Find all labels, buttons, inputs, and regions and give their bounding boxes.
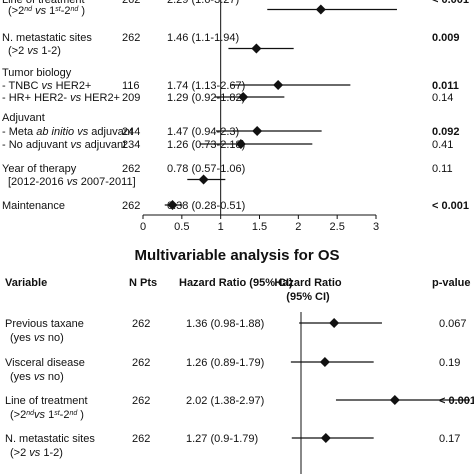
variable-sublabel: (>2 vs 1-2) (8, 45, 61, 57)
n-value: 262 (122, 200, 140, 212)
variable-label: - TNBC vs HER2+ (2, 80, 91, 92)
n-value: 116 (122, 80, 140, 92)
header-hr-ci: Hazard Ratio (95% CI) (179, 277, 293, 289)
variable-sublabel: (yes vs no) (10, 332, 64, 344)
variable-sublabel: (>2ndvs 1st-2nd ) (10, 409, 84, 421)
n-value: 262 (132, 318, 150, 330)
x-tick-label-1: 1 (218, 221, 224, 233)
p-value: 0.067 (439, 318, 467, 330)
variable-label: Year of therapy (2, 163, 77, 175)
p-value: 0.092 (432, 126, 460, 138)
p-value: < 0.001 (432, 0, 469, 6)
hr-point (329, 318, 340, 328)
group-label: Tumor biology (2, 67, 72, 79)
header-pvalue: p-value (432, 277, 471, 289)
hr-point (238, 92, 249, 102)
panel-title: Multivariable analysis for OS (134, 247, 339, 264)
hr-point (315, 4, 326, 15)
hr-ci-text: 0.38 (0.28-0.51) (167, 200, 245, 212)
hr-ci-text: 2.29 (1.6-3.27) (167, 0, 239, 6)
variable-label: Line of treatment (2, 0, 85, 6)
variable-label: N. metastatic sites (2, 32, 92, 44)
hr-ci-text: 1.36 (0.98-1.88) (186, 318, 264, 330)
n-value: 262 (122, 163, 140, 175)
x-tick-label-1: 0 (140, 221, 146, 233)
variable-label: - Meta ab initio vs adjuvant (2, 126, 133, 138)
hr-ci-text: 1.26 (0.89-1.79) (186, 357, 264, 369)
hr-point (235, 139, 246, 149)
p-value: < 0.001 (439, 395, 474, 407)
variable-label: Visceral disease (5, 357, 85, 369)
n-value: 209 (122, 92, 140, 104)
variable-sublabel: (>2nd vs 1st-2nd ) (8, 5, 85, 17)
p-value: 0.19 (439, 357, 460, 369)
hr-ci-text: 1.26 (0.73-2.18) (167, 139, 245, 151)
n-value: 234 (122, 139, 140, 151)
header-hr-plot-2: (95% CI) (286, 291, 330, 303)
hr-ci-text: 1.47 (0.94-2.3) (167, 126, 239, 138)
hr-ci-text: 0.78 (0.57-1.06) (167, 163, 245, 175)
x-tick-label-1: 3 (373, 221, 379, 233)
variable-label: - No adjuvant vs adjuvant (2, 139, 126, 151)
n-value: 262 (132, 357, 150, 369)
hr-point (320, 433, 331, 443)
hr-point (251, 43, 262, 54)
variable-label: Previous taxane (5, 318, 84, 330)
hr-point (198, 174, 209, 185)
n-value: 262 (122, 32, 140, 44)
variable-label: Line of treatment (5, 395, 88, 407)
p-value: 0.11 (432, 163, 453, 175)
header-npts: N Pts (129, 277, 157, 289)
x-tick-label-1: 2.5 (330, 221, 345, 233)
variable-label: Maintenance (2, 200, 65, 212)
variable-sublabel: (yes vs no) (10, 371, 64, 383)
header-hr-plot-1: Hazard Ratio (274, 277, 342, 289)
p-value: 0.011 (432, 80, 459, 92)
n-value: 262 (122, 0, 140, 6)
x-tick-label-1: 2 (295, 221, 301, 233)
variable-sublabel: [2012-2016 vs 2007-2011] (8, 176, 136, 188)
header-variable: Variable (5, 277, 47, 289)
x-tick-label-1: 0.5 (174, 221, 189, 233)
hr-point (389, 395, 400, 405)
hr-ci-text: 1.74 (1.13-2.67) (167, 80, 245, 92)
hr-point (252, 126, 263, 136)
hr-ci-text: 1.27 (0.9-1.79) (186, 433, 258, 445)
p-value: 0.17 (439, 433, 460, 445)
n-value: 262 (132, 433, 150, 445)
p-value: 0.14 (432, 92, 453, 104)
variable-label: N. metastatic sites (5, 433, 95, 445)
p-value: 0.009 (432, 32, 460, 44)
variable-label: - HR+ HER2- vs HER2+ (2, 92, 120, 104)
hr-ci-text: 2.02 (1.38-2.97) (186, 395, 264, 407)
hr-ci-text: 1.29 (0.92-1.82) (167, 92, 245, 104)
n-value: 262 (132, 395, 150, 407)
group-label: Adjuvant (2, 112, 45, 124)
hr-ci-text: 1.46 (1.1-1.94) (167, 32, 239, 44)
p-value: 0.41 (432, 139, 453, 151)
variable-sublabel: (>2 vs 1-2) (10, 447, 63, 459)
hr-point (167, 200, 178, 210)
n-value: 244 (122, 126, 140, 138)
hr-point (319, 357, 330, 367)
p-value: < 0.001 (432, 200, 469, 212)
hr-point (273, 80, 284, 90)
x-tick-label-1: 1.5 (252, 221, 267, 233)
